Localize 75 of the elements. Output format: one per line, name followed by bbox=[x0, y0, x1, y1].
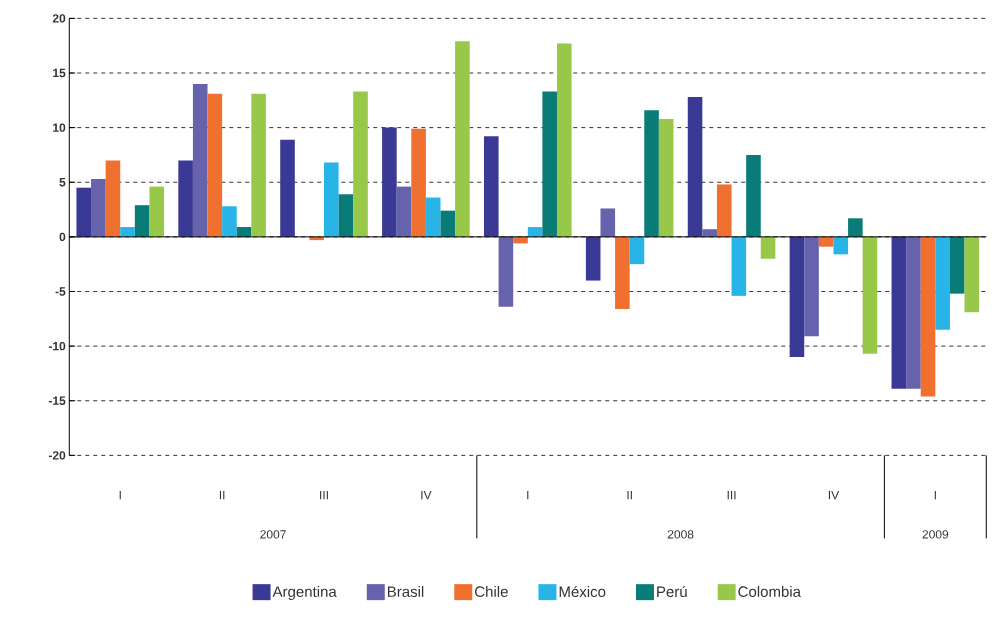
bar bbox=[644, 110, 659, 237]
bar bbox=[134, 205, 150, 237]
bar bbox=[848, 218, 863, 237]
bar bbox=[804, 236, 819, 337]
y-tick-label: -15 bbox=[48, 396, 66, 405]
bar bbox=[251, 93, 266, 237]
legend-label: Colombia bbox=[738, 585, 801, 597]
bar bbox=[949, 236, 965, 294]
bar bbox=[353, 91, 368, 237]
bar bbox=[192, 83, 208, 237]
x-tick-label: I bbox=[934, 490, 936, 500]
bar bbox=[455, 41, 470, 237]
bar bbox=[731, 236, 747, 296]
bar bbox=[702, 229, 717, 237]
legend-label: México bbox=[559, 585, 606, 598]
legend-label: Argentina bbox=[272, 585, 337, 600]
bar bbox=[207, 93, 223, 237]
bar bbox=[833, 236, 849, 255]
x-tick-label: II bbox=[219, 490, 225, 500]
bar bbox=[324, 162, 339, 237]
legend-label: Perú bbox=[657, 585, 687, 598]
bar bbox=[920, 236, 936, 397]
x-tick-label: IV bbox=[421, 490, 432, 500]
bar bbox=[600, 208, 616, 237]
bar bbox=[440, 210, 456, 237]
bar bbox=[396, 186, 412, 237]
bar bbox=[964, 236, 980, 313]
bar bbox=[556, 43, 572, 237]
bar bbox=[222, 206, 237, 237]
bar bbox=[498, 236, 514, 307]
y-tick-label: 0 bbox=[59, 232, 66, 242]
x-tick-label: III bbox=[727, 490, 736, 500]
bar bbox=[585, 236, 601, 281]
x-tick-label: IV bbox=[828, 490, 840, 500]
bar bbox=[338, 194, 354, 237]
bar bbox=[382, 127, 397, 237]
y-tick-label: 5 bbox=[59, 178, 66, 187]
bar bbox=[178, 160, 193, 237]
bar bbox=[906, 236, 921, 389]
y-tick-label: -20 bbox=[48, 451, 66, 460]
bar bbox=[789, 236, 805, 358]
legend-label: Chile bbox=[475, 585, 508, 597]
y-tick-label: -5 bbox=[55, 287, 66, 296]
bar bbox=[542, 91, 557, 237]
y-tick-label: 10 bbox=[53, 123, 66, 132]
text: 2009 bbox=[922, 530, 949, 539]
bar bbox=[483, 136, 499, 237]
bar bbox=[411, 128, 426, 237]
bar bbox=[149, 186, 165, 237]
legend-label: Brasil bbox=[387, 585, 424, 597]
x-tick-label: II bbox=[627, 490, 632, 500]
bar bbox=[629, 236, 645, 265]
bar bbox=[746, 154, 761, 237]
x-tick-label: III bbox=[320, 490, 328, 500]
bar bbox=[760, 236, 776, 259]
bar bbox=[687, 97, 703, 237]
bar bbox=[425, 197, 441, 237]
bar bbox=[105, 160, 121, 237]
x-tick-label: I bbox=[527, 490, 529, 500]
text: 2007 bbox=[260, 530, 286, 539]
bar bbox=[91, 178, 106, 237]
bar bbox=[76, 187, 92, 237]
bar bbox=[716, 184, 732, 237]
x-tick-label: I bbox=[119, 490, 121, 500]
bar bbox=[615, 236, 630, 309]
y-tick-label: 20 bbox=[52, 14, 66, 23]
bar bbox=[862, 236, 878, 354]
bar bbox=[891, 236, 907, 389]
y-tick-label: 15 bbox=[53, 68, 66, 78]
bar bbox=[120, 227, 135, 237]
y-tick-label: -10 bbox=[48, 341, 66, 351]
bar bbox=[935, 236, 950, 330]
bar bbox=[280, 139, 295, 237]
text: 2008 bbox=[667, 530, 694, 539]
bar bbox=[658, 118, 674, 237]
